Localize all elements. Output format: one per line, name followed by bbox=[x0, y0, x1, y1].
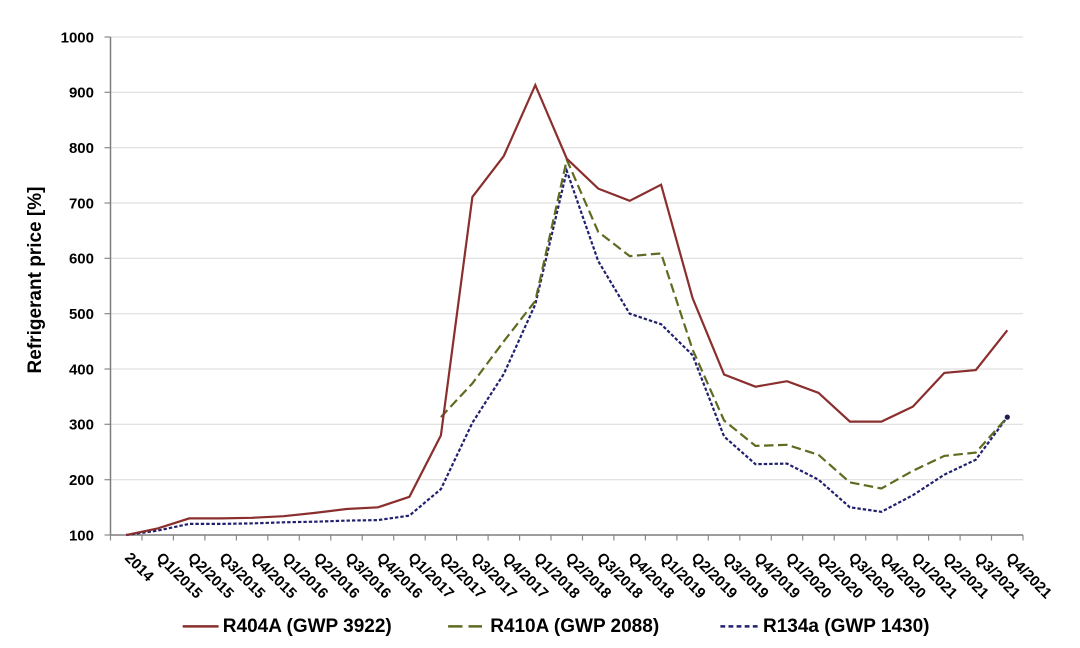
svg-text:R134a (GWP 1430): R134a (GWP 1430) bbox=[763, 616, 930, 637]
svg-text:500: 500 bbox=[69, 306, 94, 323]
svg-text:400: 400 bbox=[69, 361, 94, 378]
svg-text:Refrigerant price [%]: Refrigerant price [%] bbox=[25, 187, 46, 374]
svg-text:100: 100 bbox=[69, 527, 94, 544]
svg-text:800: 800 bbox=[69, 140, 94, 157]
svg-text:200: 200 bbox=[69, 472, 94, 489]
svg-text:1000: 1000 bbox=[61, 29, 94, 46]
svg-text:900: 900 bbox=[69, 85, 94, 102]
svg-text:600: 600 bbox=[69, 251, 94, 268]
svg-text:R404A (GWP 3922): R404A (GWP 3922) bbox=[223, 616, 392, 637]
svg-text:R410A (GWP 2088): R410A (GWP 2088) bbox=[490, 616, 659, 637]
svg-text:700: 700 bbox=[69, 195, 94, 212]
svg-text:300: 300 bbox=[69, 417, 94, 434]
